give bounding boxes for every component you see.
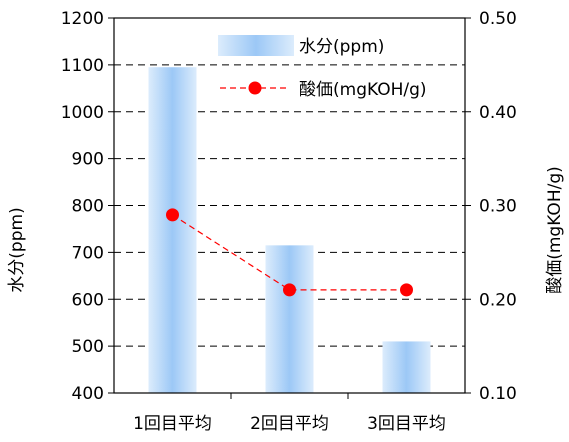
y-tick-label: 400 [72,384,104,404]
bar-3 [382,341,431,393]
x-tick-label: 3回目平均 [367,414,446,434]
legend-bar-swatch [218,35,294,56]
legend-line-marker [248,81,262,95]
y2-tick-label: 0.30 [479,197,517,217]
y-tick-label: 1200 [61,9,104,29]
y-tick-label: 600 [72,290,104,310]
legend-bar-label: 水分(ppm) [299,37,384,57]
bar-2 [265,245,314,393]
y-tick-label: 1000 [61,103,104,123]
y2-tick-label: 0.50 [479,9,517,29]
y-tick-label: 800 [72,197,104,217]
x-tick-label: 2回目平均 [250,414,329,434]
y2-axis-title: 酸価(mgKOH/g) [545,166,565,294]
bar-1 [148,67,197,393]
y-tick-label: 900 [72,150,104,170]
y-tick-label: 500 [72,337,104,357]
y-tick-label: 700 [72,243,104,263]
y2-tick-label: 0.40 [479,103,517,123]
acid-value-point-2 [283,283,296,297]
acid-value-point-3 [400,283,413,297]
y2-tick-label: 0.20 [479,290,517,310]
y2-tick-label: 0.10 [479,384,517,404]
legend-line-label: 酸価(mgKOH/g) [299,80,427,100]
y-tick-label: 1100 [61,56,104,76]
y-axis-title: 水分(ppm) [7,207,27,292]
legend: 水分(ppm) 酸価(mgKOH/g) [218,35,427,100]
acid-value-point-1 [166,208,179,222]
x-tick-label: 1回目平均 [133,414,212,434]
